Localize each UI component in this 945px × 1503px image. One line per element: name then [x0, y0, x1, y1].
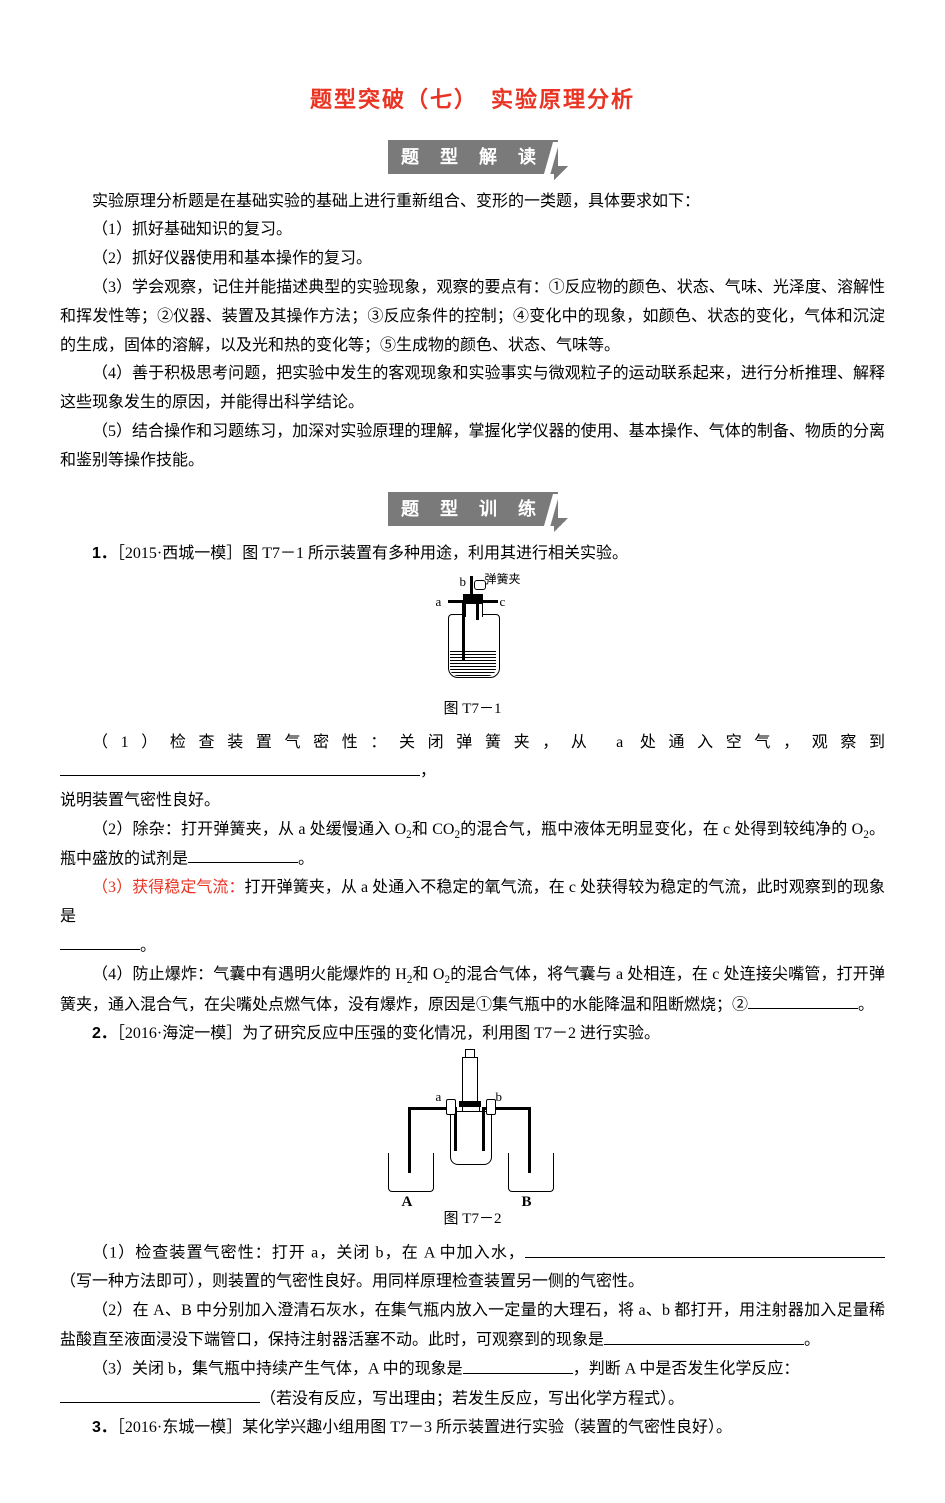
apparatus-2-diagram: a b A B — [358, 1057, 588, 1197]
interpret-item-4: （4）善于积极思考问题，把实验中发生的客观现象和实验事实与微观粒子的运动联系起来… — [60, 360, 885, 418]
interpret-item-5: （5）结合操作和习题练习，加深对实验原理的理解，掌握化学仪器的使用、基本操作、气… — [60, 418, 885, 476]
q2-sub2-b: 。 — [804, 1332, 820, 1349]
valve-b-shape — [486, 1099, 496, 1115]
label-c: c — [500, 594, 506, 610]
syringe-shape — [462, 1057, 478, 1105]
valve-a-shape — [446, 1099, 456, 1115]
q1-sub2-c: 的混合气，瓶中液体无明显变化，在 c 处得到较纯净的 O — [460, 821, 863, 838]
q2-source: ［2016·海淀一模］ — [117, 1025, 242, 1042]
tube-a-v-shape — [462, 600, 465, 660]
label-big-a: A — [402, 1193, 413, 1211]
q1-head: 1．［2015·西城一模］图 T7－1 所示装置有多种用途，利用其进行相关实验。 — [60, 540, 885, 569]
q2-sub3-c: （若没有反应，写出理由；若发生反应，写出化学方程式）。 — [260, 1390, 684, 1407]
q1-sub3-red: （3）获得稳定气流： — [92, 879, 245, 896]
blank-field — [60, 757, 420, 776]
label-a: a — [436, 594, 442, 610]
beaker-a-shape — [388, 1153, 434, 1192]
banner-text: 题 型 训 练 — [401, 499, 544, 519]
q2-sub3-cont: （若没有反应，写出理由；若发生反应，写出化学方程式）。 — [60, 1385, 885, 1414]
q1-number: 1． — [92, 545, 117, 562]
q1-sub4: （4）防止爆炸：气囊中有遇明火能爆炸的 H2和 O2的混合气体，将气囊与 a 处… — [60, 961, 885, 1020]
blank-field — [188, 845, 298, 864]
right-arm-in-shape — [482, 1107, 485, 1151]
q3-source: ［2016·东城一模］ — [117, 1419, 242, 1436]
q3-number: 3． — [92, 1419, 117, 1436]
figure-t7-1-caption: 图 T7－1 — [60, 696, 885, 723]
q3-rest: 某化学兴趣小组用图 T7－3 所示装置进行实验（装置的气密性良好）。 — [242, 1419, 732, 1436]
banner-decor — [544, 142, 560, 176]
figure-t7-2-caption: 图 T7－2 — [60, 1206, 885, 1233]
beaker-b-shape — [508, 1153, 554, 1192]
interpret-item-1: （1）抓好基础知识的复习。 — [60, 216, 885, 245]
q2-number: 2． — [92, 1025, 117, 1042]
interpret-lead: 实验原理分析题是在基础实验的基础上进行重新组合、变形的一类题，具体要求如下： — [60, 188, 885, 217]
banner-decor — [544, 494, 560, 528]
page-title: 题型突破（七） 实验原理分析 — [60, 80, 885, 120]
q2-sub3-a: （3）关闭 b，集气瓶中持续产生气体，A 中的现象是 — [92, 1361, 463, 1378]
q1-sub1-line2: 说明装置气密性良好。 — [60, 787, 885, 816]
banner-text: 题 型 解 读 — [401, 147, 544, 167]
section-banner-interpret: 题 型 解 读 — [388, 140, 558, 174]
q2-sub1-b: （写一种方法即可），则装置的气密性良好。用同样原理检查装置另一侧的气密性。 — [60, 1273, 644, 1290]
label-b: b — [460, 574, 467, 590]
blank-field — [748, 991, 858, 1010]
label-big-b: B — [522, 1193, 532, 1211]
q1-source: ［2015·西城一模］ — [117, 545, 242, 562]
label-clamp: 弹簧夹 — [485, 572, 521, 586]
q1-sub2: （2）除杂：打开弹簧夹，从 a 处缓慢通入 O2和 CO2的混合气，瓶中液体无明… — [60, 816, 885, 875]
blank-field — [604, 1326, 804, 1345]
label-b: b — [496, 1089, 503, 1105]
q2-rest: 为了研究反应中压强的变化情况，利用图 T7－2 进行实验。 — [242, 1025, 660, 1042]
apparatus-1-diagram: a b c 弹簧夹 — [418, 576, 528, 686]
q2-sub1: （1）检查装置气密性：打开 a，关闭 b，在 A 中加入水， （写一种方法即可），… — [60, 1239, 885, 1297]
liquid-shape — [450, 650, 496, 676]
q1-sub4-d: 。 — [858, 996, 874, 1013]
tube-b-shape — [470, 576, 473, 596]
tube-c-v-shape — [476, 600, 479, 620]
q1-sub4-b: 和 O — [412, 966, 444, 983]
figure-t7-1: a b c 弹簧夹 — [60, 576, 885, 691]
q2-sub2: （2）在 A、B 中分别加入澄清石灰水，在集气瓶内放入一定量的大理石，将 a、b… — [60, 1297, 885, 1355]
figure-t7-2: a b A B — [60, 1057, 885, 1202]
tube-c-h-shape — [478, 600, 498, 603]
blank-field — [525, 1239, 885, 1258]
blank-field — [463, 1355, 573, 1374]
q1-sub2-b: 和 CO — [412, 821, 455, 838]
q2-sub3-b: ，判断 A 中是否发生化学反应： — [573, 1361, 800, 1378]
q1-rest: 图 T7－1 所示装置有多种用途，利用其进行相关实验。 — [242, 545, 628, 562]
blank-field — [60, 932, 140, 951]
q1-sub3-blank: 。 — [60, 932, 885, 961]
label-a: a — [436, 1089, 442, 1105]
q2-sub3: （3）关闭 b，集气瓶中持续产生气体，A 中的现象是 ，判断 A 中是否发生化学反… — [60, 1355, 885, 1384]
document-page: 题型突破（七） 实验原理分析 题 型 解 读 实验原理分析题是在基础实验的基础上… — [0, 0, 945, 1503]
q2-sub1-a: （1）检查装置气密性：打开 a，关闭 b，在 A 中加入水， — [92, 1245, 525, 1262]
interpret-item-3: （3）学会观察，记住并能描述典型的实验现象，观察的要点有：①反应物的颜色、状态、… — [60, 274, 885, 360]
interpret-item-2: （2）抓好仪器使用和基本操作的复习。 — [60, 245, 885, 274]
section-banner-practice: 题 型 训 练 — [388, 492, 558, 526]
q3-head: 3．［2016·东城一模］某化学兴趣小组用图 T7－3 所示装置进行实验（装置的… — [60, 1414, 885, 1443]
q2-head: 2．［2016·海淀一模］为了研究反应中压强的变化情况，利用图 T7－2 进行实… — [60, 1020, 885, 1049]
q1-sub1-line1: （1）检查装置气密性：关闭弹簧夹，从 a 处通入空气，观察到 ， — [60, 729, 885, 787]
stopper-shape — [459, 1101, 481, 1107]
q1-sub4-a: （4）防止爆炸：气囊中有遇明火能爆炸的 H — [92, 966, 407, 983]
q1-sub3-end: 。 — [140, 937, 156, 954]
q1-sub1-b: ， — [420, 763, 436, 780]
q1-sub1-a: （1）检查装置气密性：关闭弹簧夹，从 a 处通入空气，观察到 — [92, 734, 885, 751]
blank-field — [60, 1385, 260, 1404]
q1-sub2-a: （2）除杂：打开弹簧夹，从 a 处缓慢通入 O — [92, 821, 406, 838]
q1-sub3: （3）获得稳定气流：打开弹簧夹，从 a 处通入不稳定的氧气流，在 c 处获得较为… — [60, 874, 885, 932]
